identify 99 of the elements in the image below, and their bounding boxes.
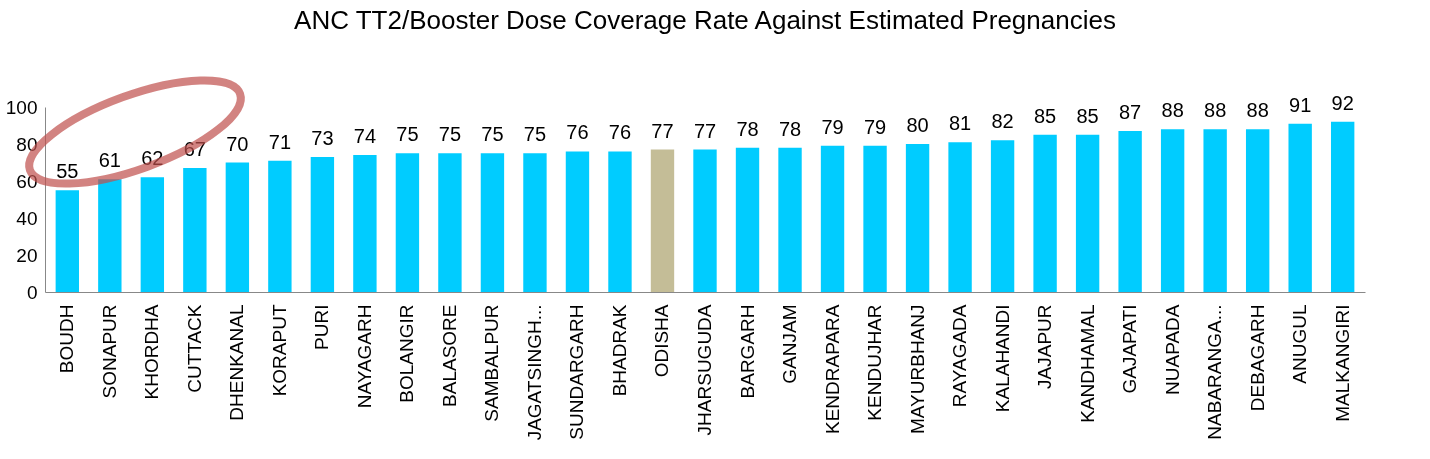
bar [905, 144, 930, 292]
data-label: 77 [693, 119, 717, 142]
x-tick-label: ANUGUL [1289, 304, 1311, 384]
bar [438, 153, 462, 292]
bar [310, 156, 335, 292]
data-label: 92 [1331, 91, 1354, 114]
data-label: 75 [438, 123, 462, 146]
x-tick-label: RAYAGADA [949, 304, 971, 408]
x-tick-label: MALKANGIRI [1331, 304, 1353, 422]
data-label: 75 [523, 123, 547, 146]
x-tick-label: KORAPUT [268, 304, 290, 397]
x-tick-label: KENDUJHAR [864, 304, 886, 421]
x-tick-label: JAGATSINGH... [523, 304, 545, 441]
bar [183, 168, 207, 292]
x-tick-label: PURI [311, 304, 333, 350]
x-tick-label: BOLANGIR [396, 304, 418, 403]
x-tick-label: BHADRAK [608, 304, 630, 397]
bar [55, 190, 80, 292]
data-label: 62 [141, 147, 164, 170]
x-tick-label: BALASORE [438, 304, 460, 407]
data-label: 88 [1204, 99, 1227, 122]
bar [98, 179, 122, 292]
data-label: 79 [821, 115, 844, 138]
x-tick-label: KENDRAPARA [821, 304, 843, 435]
data-label: 78 [778, 117, 802, 140]
bar [1203, 129, 1227, 292]
data-label: 75 [396, 123, 419, 146]
bar [268, 160, 292, 292]
x-tick-label: MAYURBHANJ [906, 304, 928, 434]
data-label: 76 [608, 121, 632, 144]
data-label: 77 [651, 119, 674, 142]
y-tick-label: 0 [26, 281, 38, 303]
bar [1160, 129, 1185, 292]
x-tick-label: CUTTACK [183, 304, 205, 393]
data-label: 76 [566, 121, 589, 144]
bar [1118, 131, 1142, 292]
x-tick-label: SAMBALPUR [481, 304, 503, 422]
data-label: 87 [1119, 101, 1142, 124]
x-tick-label: NUAPADA [1161, 304, 1183, 395]
bar [225, 162, 250, 292]
x-tick-label: DHENKANAL [226, 304, 248, 421]
data-label: 71 [268, 130, 291, 153]
data-label: 82 [991, 110, 1014, 133]
y-tick-label: 100 [5, 96, 38, 118]
data-label: 61 [98, 149, 121, 172]
bar [990, 140, 1015, 292]
x-tick-label: JHARSUGUDA [694, 304, 715, 436]
bar [650, 149, 675, 292]
bar [1033, 134, 1057, 292]
data-label: 81 [948, 112, 972, 135]
x-tick-label: KHORDHA [141, 304, 163, 400]
bar [820, 145, 845, 292]
data-label: 88 [1161, 99, 1184, 122]
bar [353, 155, 377, 292]
x-tick-label: KANDHAMAL [1076, 304, 1098, 423]
bar [863, 145, 887, 292]
data-label: 74 [353, 125, 377, 148]
bar [1245, 129, 1270, 292]
x-tick-label: SONAPUR [98, 304, 120, 399]
y-tick-label: 80 [16, 133, 38, 155]
bar [608, 151, 632, 292]
x-tick-label: JAJAPUR [1034, 304, 1056, 389]
y-tick-label: 20 [16, 244, 38, 266]
data-label: 85 [1076, 104, 1099, 127]
data-label: 73 [311, 126, 334, 149]
bar [523, 153, 547, 292]
x-tick-label: ODISHA [651, 304, 673, 378]
data-label: 75 [481, 123, 504, 146]
data-label: 88 [1246, 99, 1269, 122]
data-label: 80 [906, 114, 929, 136]
bar [1330, 121, 1355, 292]
bar [778, 147, 802, 292]
chart-title: ANC TT2/Booster Dose Coverage Rate Against Estimated Pregnancies [294, 5, 1116, 36]
y-tick-label: 40 [16, 207, 38, 229]
x-tick-label: KALAHANDI [991, 304, 1013, 413]
bar [1288, 123, 1312, 292]
data-label: 78 [736, 117, 759, 140]
bar [693, 149, 717, 292]
bar [565, 151, 590, 292]
bar [948, 142, 972, 292]
bar [1075, 134, 1100, 292]
x-tick-label: DEBAGARH [1246, 304, 1268, 412]
data-label: 91 [1289, 93, 1312, 116]
x-tick-label: BOUDH [56, 304, 78, 374]
bar [140, 177, 165, 292]
x-tick-label: GANJAM [779, 304, 801, 384]
data-label: 85 [1033, 104, 1057, 127]
bar [735, 147, 760, 292]
bar [395, 153, 420, 292]
data-label: 79 [863, 115, 887, 138]
x-tick-label: NAYAGARH [353, 304, 375, 409]
data-label: 55 [56, 160, 79, 183]
x-tick-label: NABARANGA... [1204, 304, 1226, 440]
x-tick-label: GAJAPATI [1119, 304, 1141, 394]
data-label: 70 [226, 132, 249, 155]
x-tick-label: BARGARH [736, 304, 758, 399]
y-tick-label: 60 [16, 170, 38, 192]
x-tick-label: SUNDARGARH [566, 304, 588, 440]
bar [480, 153, 505, 292]
